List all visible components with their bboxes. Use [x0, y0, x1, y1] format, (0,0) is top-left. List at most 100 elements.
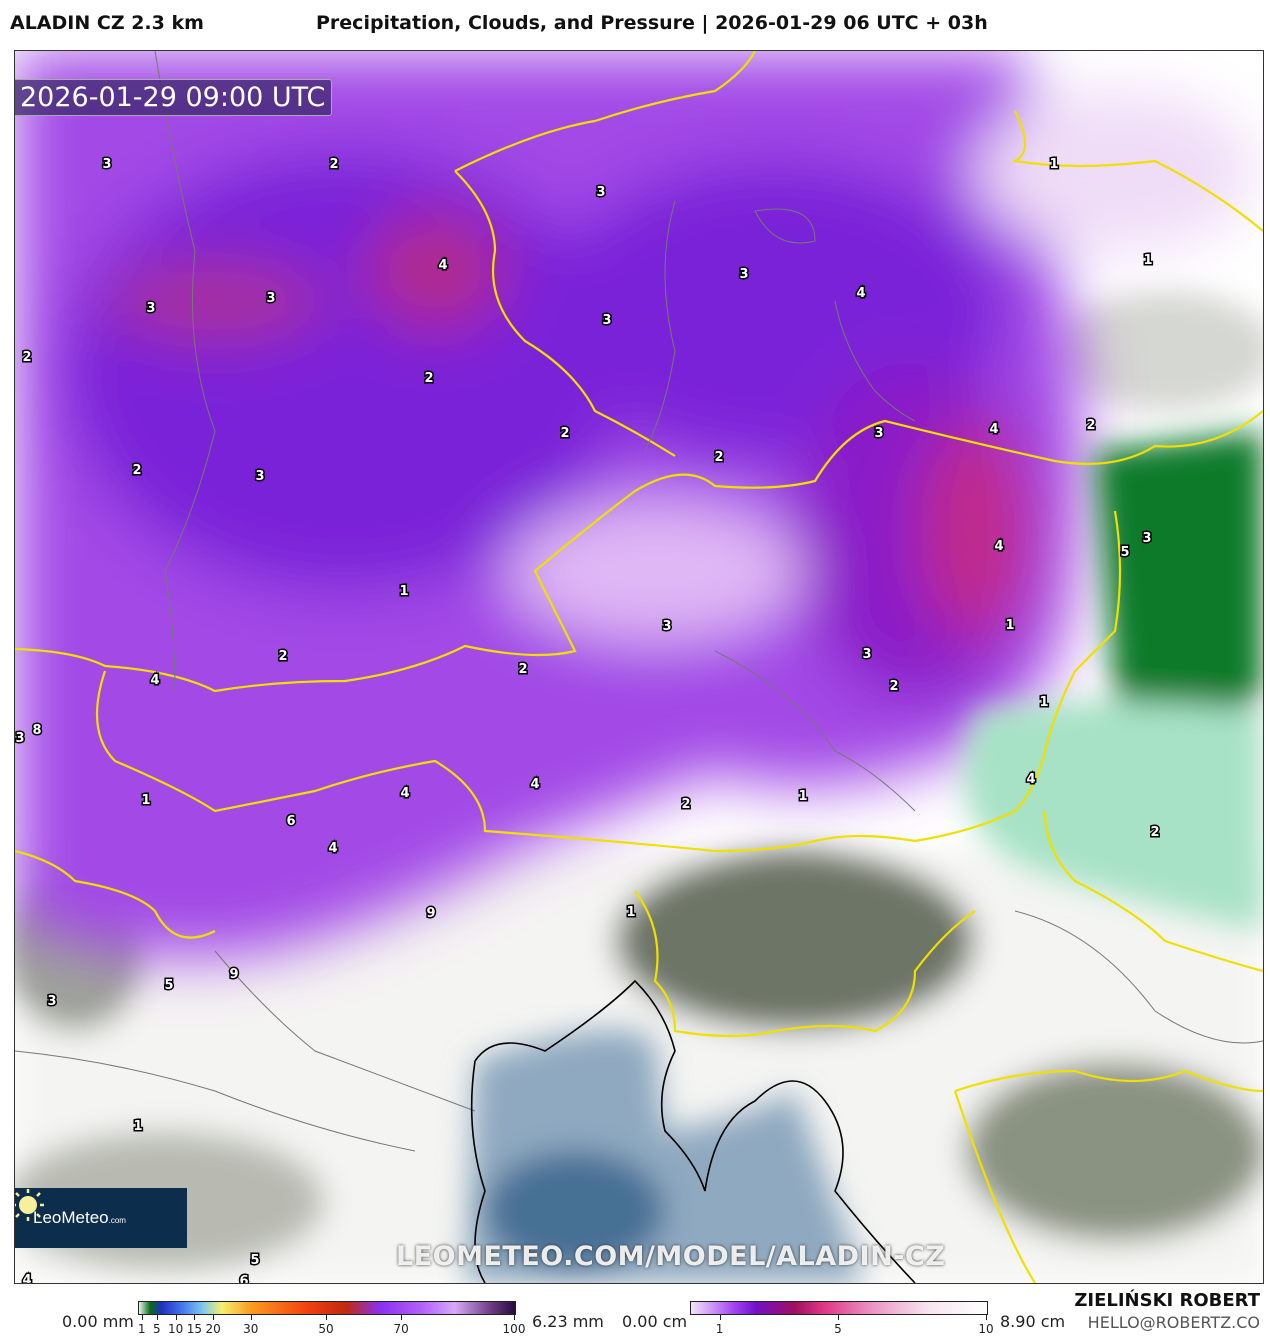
map-value-label: 1: [399, 584, 408, 599]
map-value-label: 4: [1026, 772, 1035, 787]
sun-icon: [15, 1189, 44, 1221]
map-value-label: 3: [602, 313, 611, 328]
map-value-label: 4: [989, 422, 998, 437]
map-value-label: 3: [266, 291, 275, 306]
map-value-label: 3: [15, 731, 24, 746]
tick-label: 100: [502, 1322, 526, 1336]
snow-max-label: 8.90 cm: [1000, 1312, 1066, 1331]
author-email: HELLO@ROBERTZ.CO: [1087, 1313, 1260, 1332]
map-value-label: 1: [626, 905, 635, 920]
map-value-label: 4: [400, 786, 409, 801]
tick-label: 70: [393, 1322, 409, 1336]
precip-colorbar: [138, 1301, 516, 1315]
valid-time-badge: 2026-01-29 09:00 UTC: [15, 79, 333, 116]
map-value-label: 3: [662, 619, 671, 634]
snow-min-label: 0.00 cm: [622, 1312, 688, 1331]
map-value-label: 2: [518, 662, 527, 677]
logo-text: LeoMeteo: [33, 1208, 109, 1227]
map-value-label: 1: [1143, 253, 1152, 268]
tick-mark: [401, 1315, 403, 1320]
logo-suffix: .com: [108, 1216, 126, 1225]
snow-colorbar: [690, 1301, 988, 1315]
tick-mark: [175, 1315, 177, 1320]
map-value-label: 2: [424, 371, 433, 386]
map-value-label: 3: [255, 469, 264, 484]
map-value-label: 3: [47, 994, 56, 1009]
map-value-label: 4: [150, 673, 159, 688]
map-value-label: 1: [1039, 695, 1048, 710]
tick-mark: [250, 1315, 252, 1320]
map-value-label: 6: [286, 814, 295, 829]
map-value-label: 1: [798, 789, 807, 804]
watermark: LEOMETEO.COM/MODEL/ALADIN-CZ: [396, 1241, 946, 1272]
map-title: Precipitation, Clouds, and Pressure | 20…: [316, 12, 988, 34]
map-value-label: 2: [278, 649, 287, 664]
tick-label: 10: [978, 1322, 994, 1336]
tick-mark: [838, 1315, 839, 1320]
sea: [465, 1029, 865, 1283]
author-name: ZIELIŃSKI ROBERT: [1074, 1290, 1260, 1311]
tick-label: 50: [318, 1322, 334, 1336]
tick-label: 5: [152, 1322, 161, 1336]
map-value-label: 3: [596, 185, 605, 200]
tick-label: 5: [834, 1322, 842, 1336]
map-value-label: 1: [133, 1119, 142, 1134]
leometeo-logo: LeoMeteo.com: [15, 1188, 187, 1248]
map-value-label: 3: [874, 426, 883, 441]
tick-mark: [141, 1315, 143, 1320]
tick-mark: [719, 1315, 721, 1320]
map-value-label: 2: [714, 450, 723, 465]
tick-mark: [986, 1315, 987, 1320]
tick-label: 15: [186, 1322, 203, 1336]
map-value-label: 5: [164, 978, 173, 993]
tick-label: 10: [167, 1322, 184, 1336]
map-value-label: 2: [560, 426, 569, 441]
map-value-label: 2: [132, 463, 141, 478]
map-value-label: 4: [328, 841, 337, 856]
map-value-label: 6: [239, 1274, 248, 1283]
land-clouds: [15, 291, 1263, 1283]
map-value-label: 9: [229, 967, 238, 982]
map-value-label: 8: [32, 723, 41, 738]
map-value-label: 9: [426, 906, 435, 921]
map-value-label: 3: [862, 647, 871, 662]
tick-label: 1: [137, 1322, 146, 1336]
map-value-label: 3: [1142, 531, 1151, 546]
map-value-label: 4: [438, 258, 447, 273]
coastline: [470, 979, 916, 1283]
map-value-label: 2: [22, 350, 31, 365]
tick-mark: [213, 1315, 215, 1320]
tick-label: 20: [205, 1322, 221, 1336]
map-value-label: 2: [1150, 825, 1159, 840]
model-name: ALADIN CZ 2.3 km: [10, 12, 204, 34]
tick-mark: [194, 1315, 196, 1320]
map-value-label: 1: [141, 793, 150, 808]
map-value-label: 4: [994, 539, 1003, 554]
map-value-label: 2: [681, 797, 690, 812]
map-value-label: 2: [1086, 418, 1095, 433]
precip-max-label: 6.23 mm: [532, 1312, 604, 1331]
map-value-label: 2: [329, 157, 338, 172]
map-value-label: 4: [22, 1273, 31, 1283]
map-value-label: 1: [1005, 618, 1014, 633]
country-borders: [15, 51, 1263, 1283]
precipitation-purple: [15, 51, 1255, 957]
tick-mark: [156, 1315, 158, 1320]
map-value-label: 5: [1120, 545, 1129, 560]
map-value-label: 4: [530, 777, 539, 792]
tick-label: 30: [243, 1322, 259, 1336]
map-value-label: 3: [146, 301, 155, 316]
region-borders: [15, 51, 1263, 1152]
map-value-label: 5: [250, 1253, 259, 1268]
map-value-label: 3: [102, 157, 111, 172]
tick-mark: [326, 1315, 327, 1320]
map-value-label: 3: [739, 267, 748, 282]
precip-min-label: 0.00 mm: [62, 1312, 134, 1331]
tick-label: 1: [715, 1322, 724, 1336]
snow-green: [963, 431, 1263, 931]
tick-mark: [514, 1315, 515, 1320]
map-value-label: 1: [1049, 157, 1058, 172]
